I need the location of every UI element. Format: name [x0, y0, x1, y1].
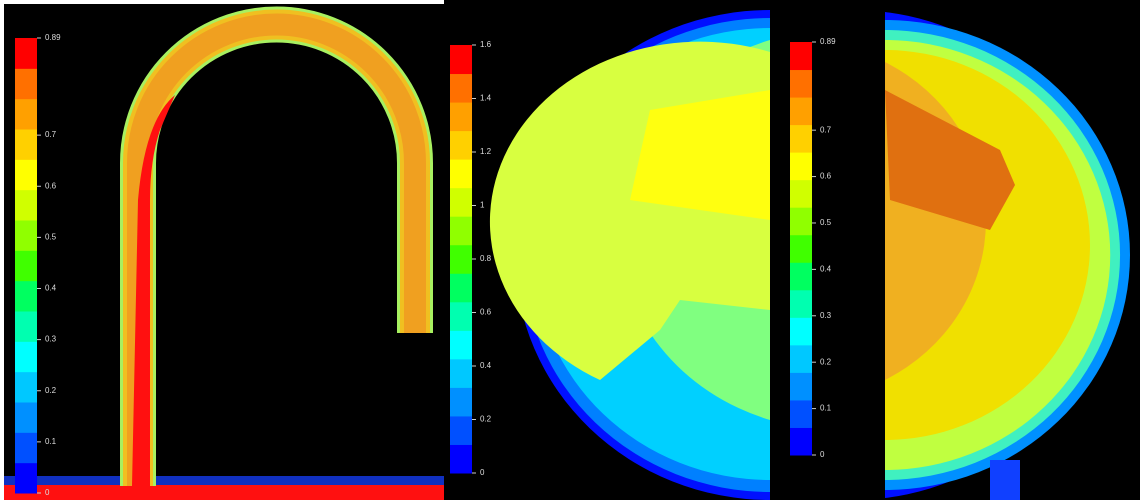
colorbar-band [790, 180, 812, 208]
colorbar-band [15, 341, 37, 372]
tick-label: 1.2 [480, 147, 492, 156]
colorbar-band [15, 372, 37, 403]
colorbar-band [450, 273, 472, 302]
colorbar-band [450, 188, 472, 217]
tick-label: 0.2 [480, 415, 492, 424]
tick-label: 0.5 [820, 218, 832, 227]
colorbar-band [450, 302, 472, 331]
gap [770, 0, 885, 500]
tick-label: 0.4 [45, 284, 57, 293]
tick-label: 0.2 [820, 357, 832, 366]
colorbar-band [790, 125, 812, 153]
tick-label: 1.4 [480, 94, 492, 103]
colorbar-band [790, 262, 812, 290]
colorbar-band [450, 102, 472, 131]
colorbar-band [790, 97, 812, 125]
colorbar-band [450, 416, 472, 445]
cfd-screenshot: 0 0.1 0.2 0.3 0.4 0.5 0.6 0.7 0.89 0 0.2 0.4 0.6 0.8 1… [0, 0, 1140, 500]
tick-label: 0.4 [480, 361, 492, 370]
colorbar-band [450, 216, 472, 245]
colorbar-band [15, 281, 37, 312]
colorbar-band [450, 74, 472, 103]
colorbar-band [790, 235, 812, 263]
colorbar-band [790, 207, 812, 235]
colorbar-band [790, 400, 812, 428]
colorbar-band [790, 42, 812, 70]
colorbar-band [450, 387, 472, 416]
tick-label: 0 [480, 468, 485, 477]
colorbar-band [450, 245, 472, 274]
tick-label: 1 [480, 201, 485, 210]
colorbar-band [790, 152, 812, 180]
colorbar-band [15, 38, 37, 69]
tick-label: 0.4 [820, 264, 832, 273]
tick-label: 0.8 [480, 254, 492, 263]
colorbar-band [15, 250, 37, 281]
colorbar-band [790, 317, 812, 345]
tick-label: 0.6 [480, 308, 492, 317]
tick-label: 0.6 [45, 181, 57, 190]
colorbar-band [15, 129, 37, 160]
tick-label: 0.2 [45, 386, 57, 395]
floor-edge [4, 476, 444, 485]
colorbar-band [790, 290, 812, 318]
floor-strip [4, 485, 444, 500]
colorbar-band [790, 70, 812, 98]
colorbar-band [450, 444, 472, 473]
colorbar-band [450, 330, 472, 359]
tick-label: 0.3 [820, 311, 832, 320]
colorbar-band [450, 45, 472, 74]
tick-label: 0.1 [45, 437, 57, 446]
tick-label: 0.89 [820, 37, 836, 46]
colorbar-band [790, 372, 812, 400]
colorbar-band [15, 220, 37, 251]
colorbar-band [450, 131, 472, 160]
colorbar-band [15, 432, 37, 463]
tick-label: 0.1 [820, 404, 832, 413]
colorbar-band [15, 402, 37, 433]
colorbar-band [15, 68, 37, 99]
colorbar-band [450, 359, 472, 388]
outlet [990, 460, 1020, 500]
colorbar-band [790, 427, 812, 455]
colorbar-band [15, 99, 37, 130]
tick-label: 0 [45, 488, 50, 497]
tick-label: 0.6 [820, 172, 832, 181]
tick-label: 0 [820, 450, 825, 459]
tick-label: 0.5 [45, 232, 57, 241]
colorbar-band [450, 159, 472, 188]
tick-label: 0.7 [820, 125, 832, 134]
tick-label: 0.7 [45, 130, 57, 139]
tick-label: 1.6 [480, 40, 492, 49]
colorbar-band [15, 463, 37, 494]
colorbar-band [15, 190, 37, 221]
tick-label: 0.89 [45, 33, 61, 42]
colorbar-band [15, 159, 37, 190]
colorbar-band [15, 311, 37, 342]
tick-label: 0.3 [45, 335, 57, 344]
colorbar-band [790, 345, 812, 373]
